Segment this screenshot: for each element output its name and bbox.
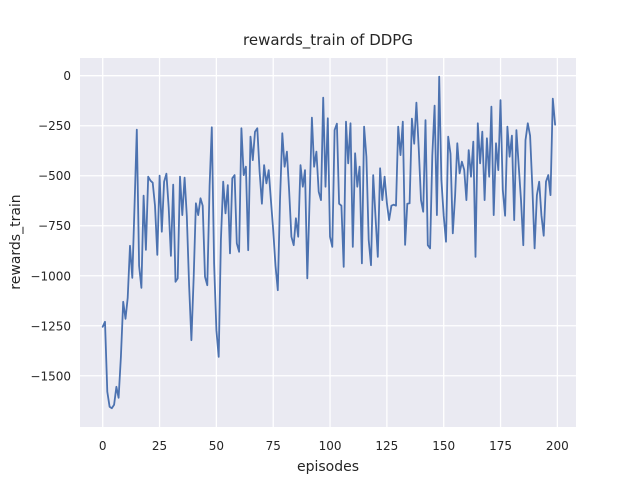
x-tick-label: 200	[546, 439, 569, 453]
y-tick-label: −250	[38, 119, 71, 133]
y-axis-label: rewards_train	[8, 194, 24, 289]
x-tick-label: 100	[319, 439, 342, 453]
x-tick-label: 0	[99, 439, 107, 453]
y-tick-label: −1000	[30, 269, 71, 283]
x-tick-label: 50	[209, 439, 224, 453]
x-tick-label: 25	[152, 439, 167, 453]
y-tick-label: −750	[38, 219, 71, 233]
x-tick-label: 175	[489, 439, 512, 453]
x-tick-label: 125	[375, 439, 398, 453]
x-tick-label: 75	[266, 439, 281, 453]
y-tick-label: −500	[38, 169, 71, 183]
y-tick-label: 0	[63, 69, 71, 83]
x-axis-label: episodes	[297, 459, 359, 475]
x-tick-label: 150	[432, 439, 455, 453]
y-tick-label: −1250	[30, 319, 71, 333]
y-tick-label: −1500	[30, 369, 71, 383]
chart-title: rewards_train of DDPG	[243, 31, 413, 50]
data-line	[101, 75, 556, 410]
